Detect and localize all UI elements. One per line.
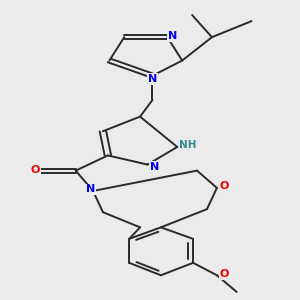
Text: N: N (148, 74, 157, 84)
Text: N: N (168, 31, 177, 41)
Text: O: O (30, 165, 40, 175)
Text: NH: NH (179, 140, 197, 149)
Text: O: O (220, 269, 229, 279)
Text: N: N (86, 184, 95, 194)
Text: N: N (150, 162, 160, 172)
Text: O: O (220, 182, 229, 191)
